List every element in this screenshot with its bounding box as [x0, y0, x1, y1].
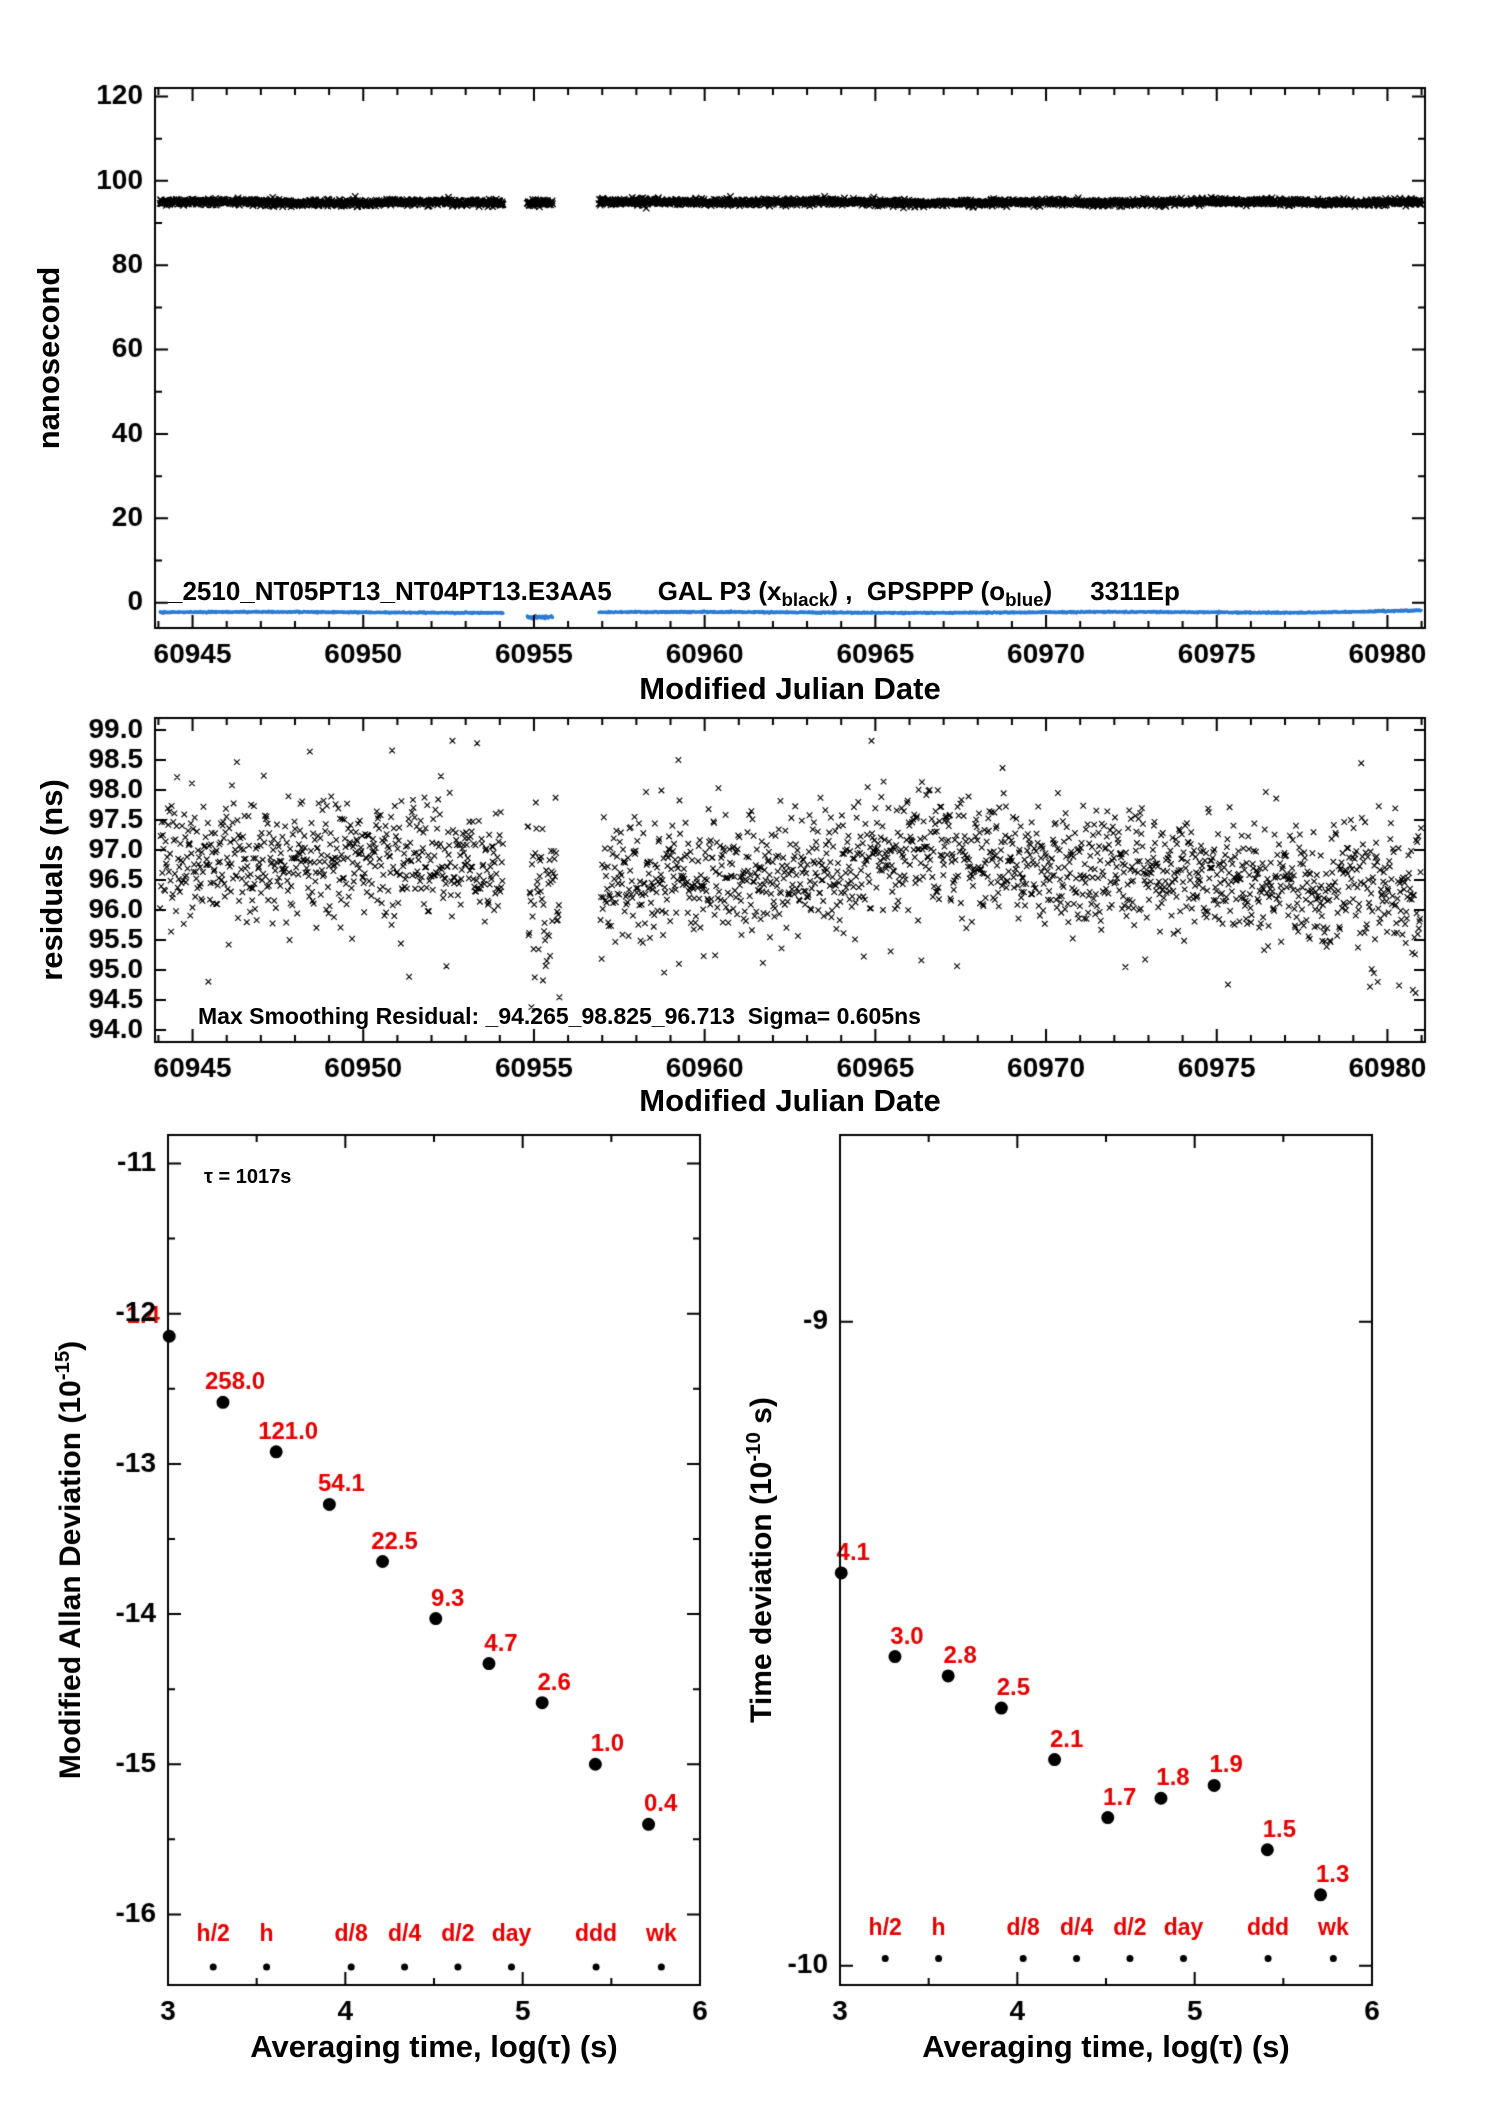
legend-gps-sub: blue [1005, 589, 1044, 611]
smoothing-residual-annotation: Max Smoothing Residual: _94.265_98.825_9… [198, 1003, 921, 1029]
mdev-ylabel-pre: Modified Allan Deviation (10 [54, 1380, 87, 1780]
tdev-x-axis-label: Averaging time, log(τ) (s) [922, 2029, 1290, 2064]
phase-x-axis-label: Modified Julian Date [639, 671, 941, 706]
mdev-ylabel-post: ) [54, 1340, 87, 1351]
tdev-y-axis-label: Time deviation (10-10 s) [743, 1397, 779, 1723]
tdev-ylabel-pre: Time deviation (10 [745, 1461, 778, 1723]
residuals-y-axis-label: residuals (ns) [34, 779, 69, 981]
legend-gal-sub: black [781, 589, 830, 611]
legend-gps-text: ) , GPSPPP (o [829, 576, 1006, 606]
tdev-ylabel-exponent: -10 [743, 1432, 765, 1462]
mdev-ylabel-exponent: -15 [52, 1350, 74, 1381]
mdev-x-axis-label: Averaging time, log(τ) (s) [250, 2029, 618, 2064]
residuals-x-axis-label: Modified Julian Date [639, 1083, 941, 1118]
legend-close-paren: ) [1043, 576, 1053, 606]
tdev-ylabel-post: s) [745, 1397, 778, 1433]
epoch-count: 3311Ep [1090, 576, 1180, 606]
tau-annotation: τ = 1017s [204, 1166, 292, 1188]
phase-y-axis-label: nanosecond [31, 266, 66, 450]
legend-gal-text: GAL P3 (x [657, 576, 782, 606]
link-id-text: _2510_NT05PT13_NT04PT13.E3AA5 [168, 576, 612, 606]
mdev-y-axis-label: Modified Allan Deviation (10-15) [52, 1341, 88, 1779]
phase-plot-title: _2510_NT05PT13_NT04PT13.E3AA5 GAL P3 (xbl… [168, 576, 1180, 611]
